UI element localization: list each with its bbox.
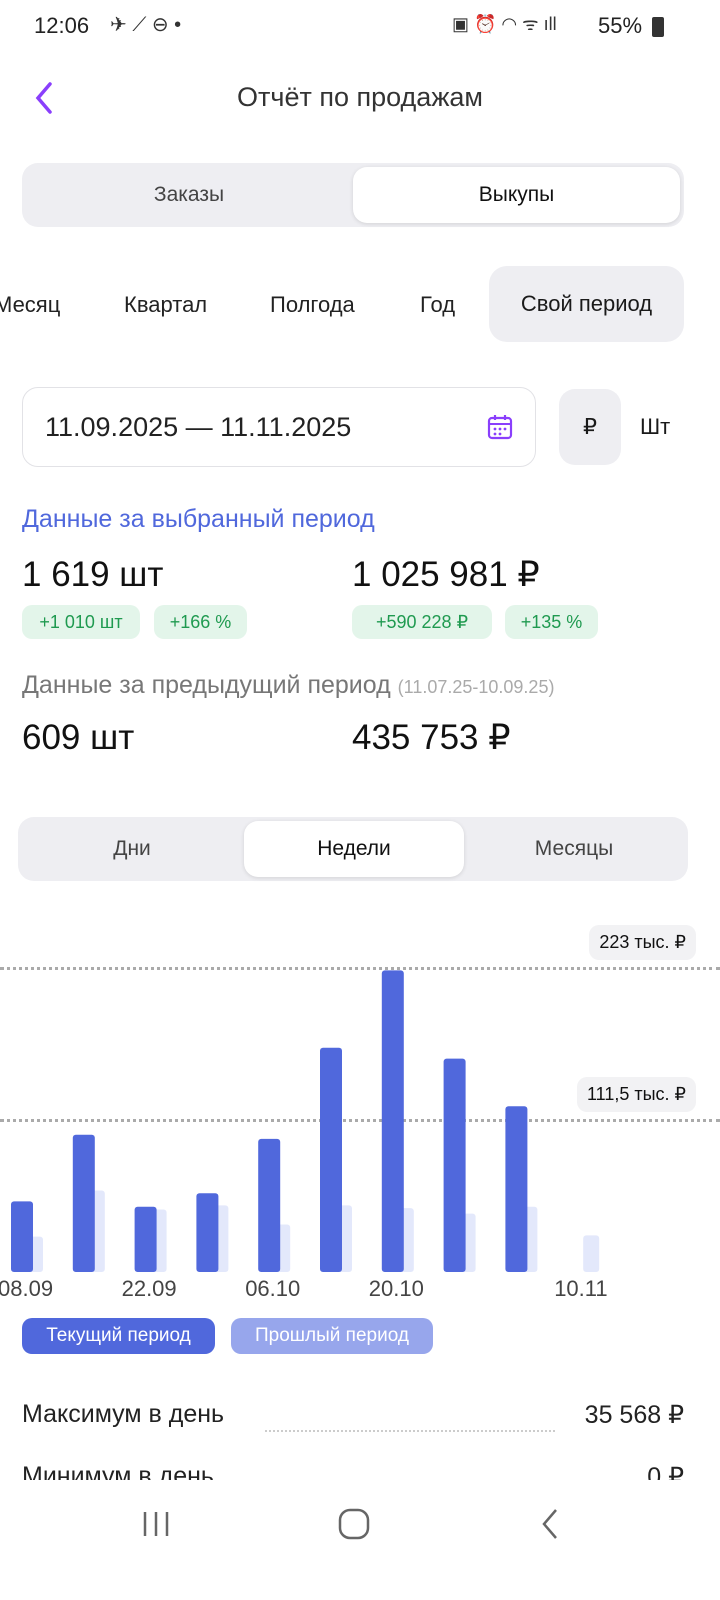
chevron-left-icon bbox=[35, 82, 52, 114]
bar-current[interactable] bbox=[381, 970, 404, 1272]
stat-max-value: 35 568 ₽ bbox=[584, 1401, 684, 1429]
previous-qty: 609 шт bbox=[22, 718, 135, 757]
home-icon[interactable] bbox=[336, 1506, 372, 1542]
period-halfyear[interactable]: Полгода bbox=[270, 292, 355, 317]
battery-level: 55% bbox=[598, 13, 643, 38]
bar-current[interactable] bbox=[72, 1134, 95, 1272]
bar-current[interactable] bbox=[196, 1193, 219, 1272]
legend-previous[interactable]: Прошлый период bbox=[231, 1318, 433, 1354]
period-custom[interactable]: Свой период bbox=[489, 266, 684, 342]
system-icons: ▣ ⏰ ◠ ᯤ ıll bbox=[452, 14, 557, 34]
notification-icons: ✈ ⟋ ⊖ • bbox=[110, 14, 182, 36]
bar-current[interactable] bbox=[11, 1201, 33, 1272]
tab-buyouts[interactable]: Выкупы bbox=[353, 167, 680, 223]
date-range-value: 11.09.2025 — 11.11.2025 bbox=[45, 412, 352, 442]
period-quarter[interactable]: Квартал bbox=[124, 292, 208, 317]
bar-current[interactable] bbox=[134, 1206, 157, 1272]
status-bar: 12:06 ✈ ⟋ ⊖ • ▣ ⏰ ◠ ᯤ ıll 55% bbox=[0, 0, 720, 52]
back-button[interactable] bbox=[30, 78, 60, 118]
battery-icon bbox=[652, 17, 664, 37]
back-icon[interactable] bbox=[538, 1506, 564, 1542]
sum-delta-badge: +590 228 ₽ bbox=[352, 605, 492, 639]
stat-max-label: Максимум в день bbox=[22, 1400, 225, 1428]
bar-current[interactable] bbox=[443, 1058, 466, 1272]
unit-pcs-toggle[interactable]: Шт bbox=[640, 414, 671, 439]
stat-max-leader bbox=[265, 1430, 555, 1432]
tab-months[interactable]: Месяцы bbox=[534, 837, 614, 860]
previous-title-text: Данные за предыдущий период bbox=[22, 671, 391, 699]
granularity-tabs: Дни Недели Месяцы bbox=[18, 817, 688, 881]
current-sum: 1 025 981 ₽ bbox=[352, 555, 540, 594]
period-month[interactable]: Месяц bbox=[0, 292, 61, 317]
navigation-bar bbox=[0, 1480, 720, 1600]
period-year[interactable]: Год bbox=[420, 292, 456, 317]
x-tick-label: 20.10 bbox=[368, 1276, 424, 1301]
current-period-title: Данные за выбранный период bbox=[22, 505, 375, 533]
unit-rub-toggle[interactable]: ₽ bbox=[559, 389, 621, 465]
calendar-icon[interactable] bbox=[487, 414, 513, 440]
date-range-field[interactable]: 11.09.2025 — 11.11.2025 bbox=[22, 387, 536, 467]
qty-pct-badge: +166 % bbox=[154, 605, 247, 639]
qty-delta-badge: +1 010 шт bbox=[22, 605, 140, 639]
bar-current[interactable] bbox=[505, 1106, 528, 1272]
tab-orders[interactable]: Заказы bbox=[153, 183, 225, 206]
y-tick-max: 223 тыс. ₽ bbox=[589, 925, 696, 960]
previous-sum: 435 753 ₽ bbox=[352, 718, 511, 757]
bar-current[interactable] bbox=[320, 1047, 342, 1272]
gridline-mid bbox=[0, 1119, 720, 1122]
previous-period-title: Данные за предыдущий период (11.07.25-10… bbox=[22, 671, 554, 700]
tab-weeks[interactable]: Недели bbox=[244, 821, 464, 877]
page-title: Отчёт по продажам bbox=[237, 82, 483, 112]
type-tabs: Заказы Выкупы bbox=[22, 163, 684, 227]
bar-previous[interactable] bbox=[583, 1235, 600, 1272]
sum-pct-badge: +135 % bbox=[505, 605, 598, 639]
status-time: 12:06 bbox=[34, 13, 90, 38]
x-tick-label: 08.09 bbox=[0, 1276, 54, 1301]
legend-current[interactable]: Текущий период bbox=[22, 1318, 215, 1354]
tab-days[interactable]: Дни bbox=[113, 837, 151, 860]
x-tick-label: 10.11 bbox=[554, 1276, 608, 1301]
bar-current[interactable] bbox=[258, 1138, 281, 1272]
period-tabs: Месяц Квартал Полгода Год Свой период bbox=[0, 266, 720, 342]
x-tick-label: 06.10 bbox=[245, 1276, 301, 1301]
current-qty: 1 619 шт bbox=[22, 555, 164, 594]
recents-icon[interactable] bbox=[140, 1508, 172, 1540]
y-tick-mid: 111,5 тыс. ₽ bbox=[576, 1077, 696, 1112]
x-tick-label: 22.09 bbox=[121, 1276, 177, 1301]
gridline-max bbox=[0, 967, 720, 970]
previous-range: (11.07.25-10.09.25) bbox=[397, 677, 555, 697]
sales-chart bbox=[11, 970, 600, 1272]
